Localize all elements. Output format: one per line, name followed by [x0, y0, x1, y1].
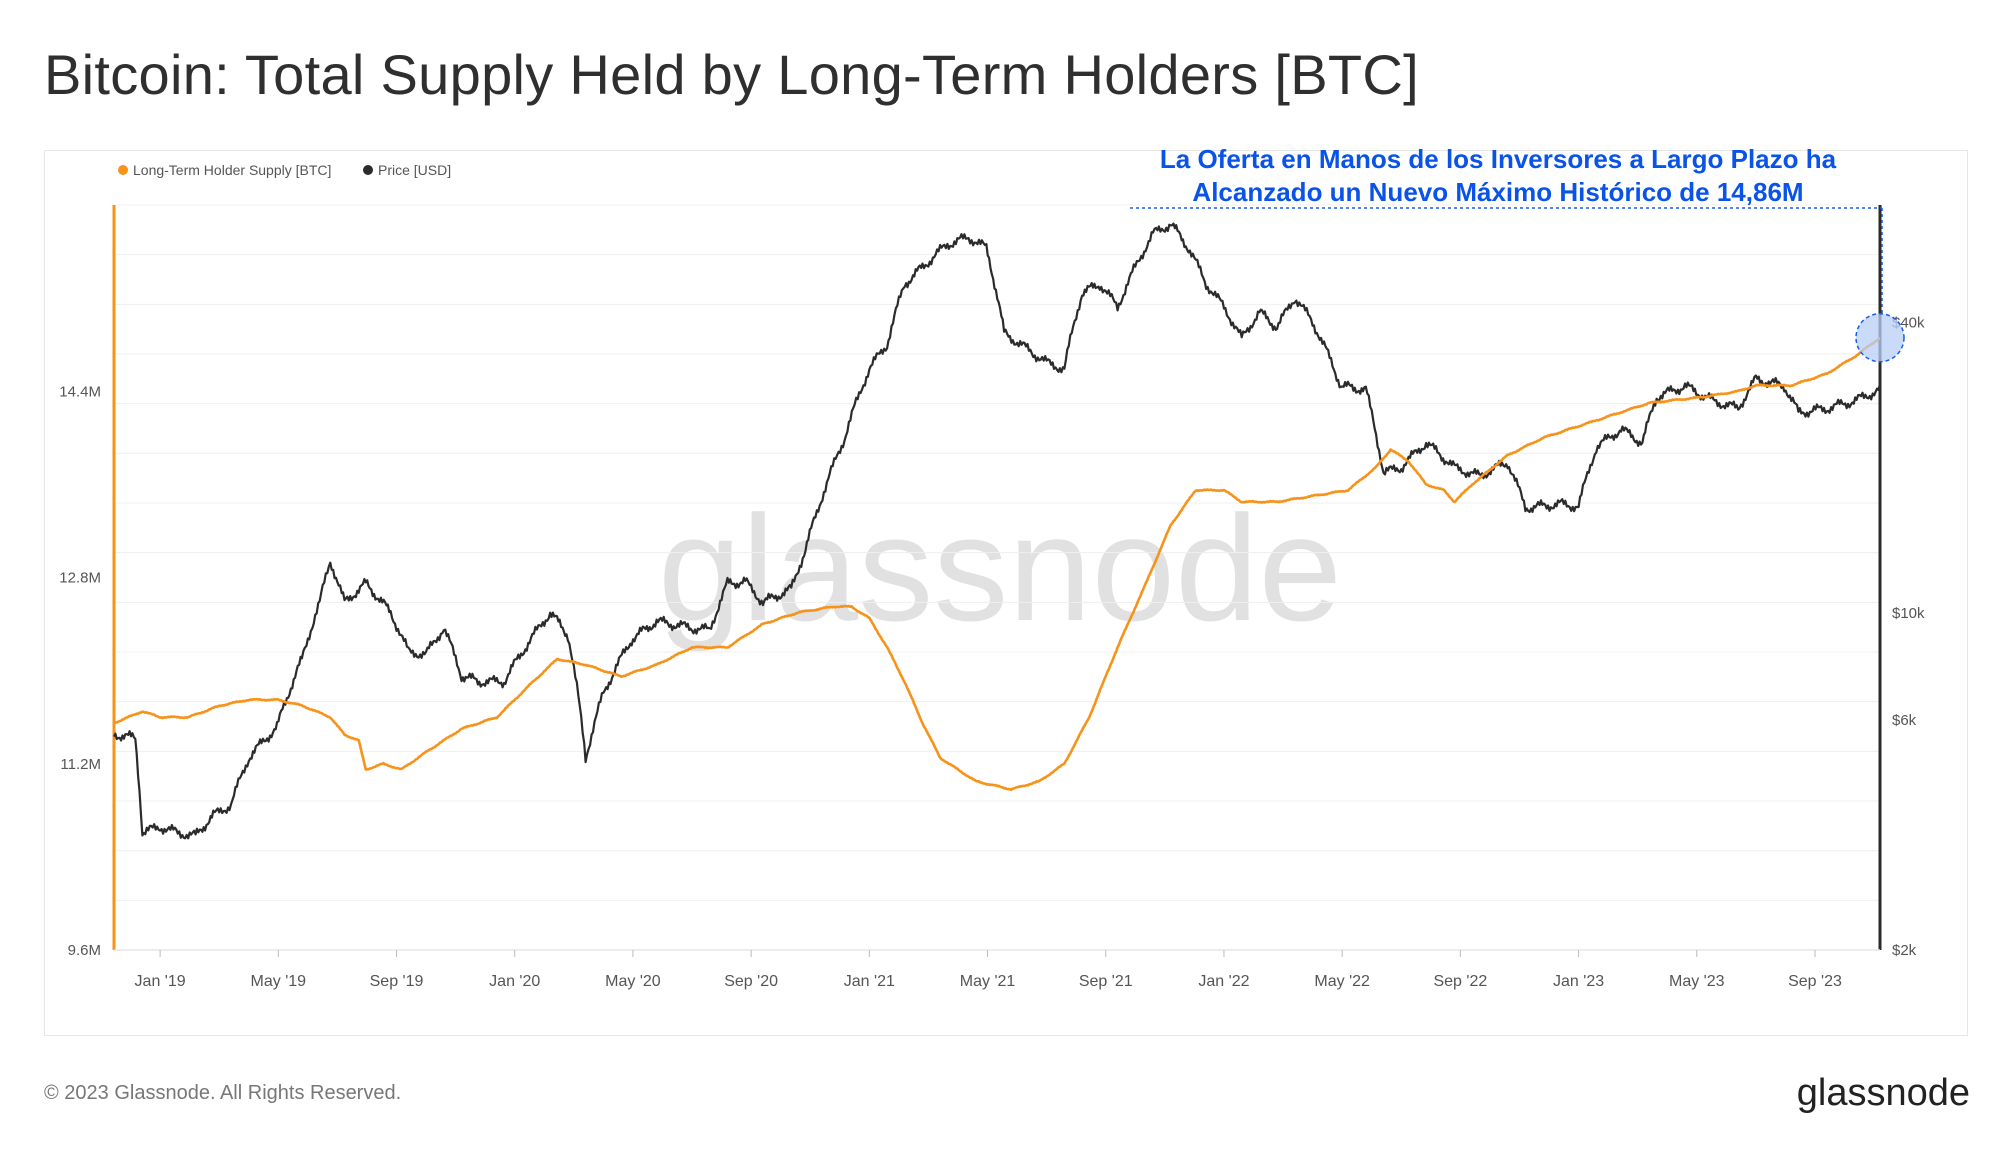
annotation: La Oferta en Manos de los Inversores a L… [1130, 144, 1905, 363]
annotation-highlight-circle [1855, 312, 1905, 363]
legend: Long-Term Holder Supply [BTC] Price [USD… [118, 162, 451, 178]
page-title: Bitcoin: Total Supply Held by Long-Term … [44, 43, 1420, 106]
y-right-tick-label: $6k [1892, 712, 1917, 729]
x-tick-label: Jan '22 [1198, 973, 1249, 990]
x-tick-label: Jan '19 [135, 973, 186, 990]
legend-label-price[interactable]: Price [USD] [378, 162, 451, 178]
x-tick-label: Jan '21 [844, 973, 895, 990]
x-tick-label: Sep '23 [1788, 973, 1842, 990]
chart-panel [44, 150, 1968, 1036]
y-left-tick-label: 14.4M [59, 383, 101, 400]
y-right-tick-label: $2k [1892, 942, 1917, 959]
x-tick-label: May '23 [1669, 973, 1725, 990]
x-tick-label: May '22 [1314, 973, 1370, 990]
x-tick-label: Sep '19 [370, 973, 424, 990]
legend-dot-lth-supply [118, 165, 128, 175]
x-tick-label: May '19 [251, 973, 307, 990]
x-tick-label: Jan '20 [489, 973, 540, 990]
annotation-text-line2: Alcanzado un Nuevo Máximo Histórico de 1… [1192, 177, 1803, 207]
y-right-ticks: $2k$6k$10k$40k [1892, 314, 1925, 959]
x-tick-label: Sep '21 [1079, 973, 1133, 990]
copyright-text: © 2023 Glassnode. All Rights Reserved. [44, 1082, 402, 1104]
x-tick-label: May '20 [605, 973, 661, 990]
watermark-text: glassnode [658, 484, 1342, 652]
y-left-ticks: 9.6M 11.2M 12.8M 14.4M [59, 383, 101, 959]
x-tick-label: May '21 [960, 973, 1016, 990]
brand-logo-text[interactable]: glassnode [1796, 1072, 1970, 1114]
y-left-tick-label: 11.2M [60, 756, 101, 773]
lth-supply-series-line [113, 337, 1881, 792]
x-tick-label: Jan '23 [1553, 973, 1604, 990]
x-tick-label: Sep '22 [1433, 973, 1487, 990]
y-left-tick-label: 12.8M [59, 570, 101, 587]
x-axis-ticks: Jan '19 May '19 Sep '19 Jan '20 May '20 Sep '… [135, 950, 1842, 990]
price-series-line [113, 222, 1882, 840]
y-right-tick-label: $10k [1892, 605, 1925, 622]
legend-dot-price [363, 165, 373, 175]
y-left-tick-label: 9.6M [68, 942, 101, 959]
legend-label-lth-supply[interactable]: Long-Term Holder Supply [BTC] [133, 162, 331, 178]
x-tick-label: Sep '20 [724, 973, 778, 990]
annotation-text-line1: La Oferta en Manos de los Inversores a L… [1160, 144, 1837, 174]
